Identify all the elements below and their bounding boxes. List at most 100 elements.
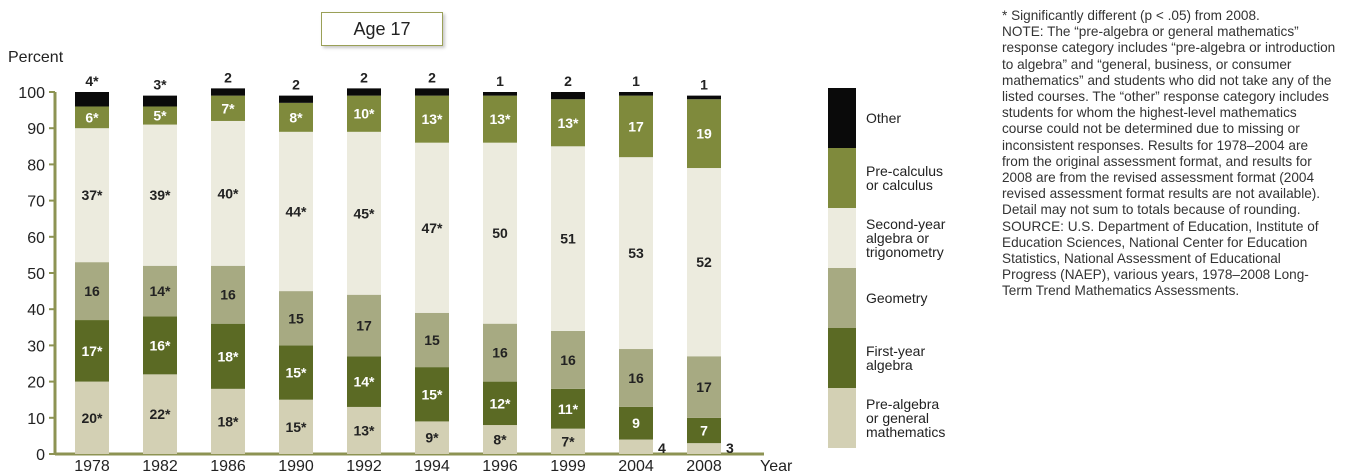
bar-segment	[415, 367, 449, 422]
bar-segment	[687, 95, 721, 100]
bar-value-label: 51	[560, 231, 576, 247]
y-tick-label: 20	[27, 375, 45, 392]
bar-value-label: 7*	[221, 100, 235, 116]
bar-segment	[415, 312, 449, 368]
bar-value-label: 14*	[149, 283, 171, 299]
bar-value-label: 4	[658, 440, 666, 456]
x-tick-label: 2008	[686, 458, 722, 474]
bar-segment	[143, 265, 177, 317]
legend-label: Pre-algebra	[866, 396, 939, 412]
bar-segment	[75, 106, 109, 129]
bar-value-label: 6*	[85, 109, 99, 125]
bar-value-label: 17	[356, 317, 372, 333]
y-tick-label: 90	[27, 121, 45, 138]
bar-value-label: 17	[628, 118, 644, 134]
x-tick-label: 1994	[414, 458, 450, 474]
legend-swatch	[828, 208, 856, 268]
legend-item: Other	[828, 88, 901, 148]
y-tick-label: 30	[27, 338, 45, 355]
bar-value-label: 9	[632, 415, 640, 431]
bar-value-label: 13*	[557, 115, 579, 131]
bar-1994: 9* 15* 15 47* 13* 2	[415, 69, 449, 454]
bar-value-label: 7*	[561, 433, 575, 449]
bar-value-label: 17	[696, 379, 712, 395]
y-tick-label: 40	[27, 302, 45, 319]
bar-segment	[619, 406, 653, 440]
bar-segment	[483, 95, 517, 143]
x-tick-label: 1999	[550, 458, 586, 474]
bar-value-label: 15*	[421, 386, 443, 402]
bar-segment	[211, 265, 245, 324]
bar-value-label: 2	[292, 77, 300, 93]
y-tick-label: 0	[36, 447, 45, 464]
bar-segment	[619, 349, 653, 407]
bar-segment	[551, 146, 585, 331]
bar-segment	[347, 88, 381, 96]
bar-value-label: 8*	[493, 432, 507, 448]
bar-value-label: 14*	[353, 374, 375, 390]
y-tick-label: 10	[27, 411, 45, 428]
bar-1992: 13* 14* 17 45* 10* 2	[347, 69, 381, 454]
bar-segment	[279, 399, 313, 454]
legend-label: mathematics	[866, 424, 945, 440]
bar-segment	[75, 381, 109, 454]
bar-segment	[483, 381, 517, 426]
bar-value-label: 8*	[289, 109, 303, 125]
bar-segment	[279, 291, 313, 346]
bar-segment	[483, 323, 517, 382]
y-tick-label: 60	[27, 230, 45, 247]
y-tick-label: 70	[27, 194, 45, 211]
bar-segment	[143, 106, 177, 125]
bar-segment	[687, 356, 721, 418]
bar-2004: 4 9 16 53 17 1	[619, 73, 666, 456]
bar-value-label: 9*	[425, 430, 439, 446]
bar-segment	[75, 320, 109, 382]
bar-value-label: 16	[628, 370, 644, 386]
bar-segment	[551, 92, 585, 100]
bar-segment	[483, 92, 517, 96]
bar-value-label: 15*	[285, 419, 307, 435]
bar-value-label: 11*	[558, 401, 579, 417]
bar-segment	[143, 124, 177, 266]
bar-value-label: 16*	[149, 337, 171, 353]
bar-value-label: 13*	[489, 111, 511, 127]
bar-segment	[75, 128, 109, 263]
bar-segment	[551, 330, 585, 389]
bar-segment	[347, 356, 381, 407]
bar-value-label: 22*	[149, 406, 171, 422]
bar-value-label: 2	[564, 73, 572, 89]
bar-value-label: 16	[492, 345, 508, 361]
legend-label: Pre-calculus	[866, 163, 943, 179]
bar-segment	[279, 131, 313, 292]
x-tick-label: 1996	[482, 458, 518, 474]
y-axis-title: Percent	[8, 49, 64, 66]
bar-value-label: 1	[632, 73, 640, 89]
chart-bars: 20*17*1637*6*4*197822*16*14*39*5*3*19821…	[74, 69, 734, 474]
bar-segment	[551, 99, 585, 147]
bar-segment	[687, 417, 721, 444]
significance-note: * Significantly different (p < .05) from…	[1002, 8, 1260, 23]
bar-value-label: 7	[700, 422, 708, 438]
bar-1996: 8* 12* 16 50 13* 1	[483, 73, 517, 454]
y-tick-label: 80	[27, 157, 45, 174]
bar-1982: 22* 16* 14* 39* 5* 3*	[143, 77, 177, 454]
bar-value-label: 13*	[353, 422, 375, 438]
bar-value-label: 45*	[353, 205, 375, 221]
note-text: NOTE: The “pre-algebra or general mathem…	[1002, 24, 1336, 218]
bar-segment	[483, 425, 517, 454]
legend-swatch	[828, 268, 856, 328]
bar-segment	[347, 294, 381, 357]
legend-label: Geometry	[866, 290, 927, 306]
bar-segment	[347, 406, 381, 454]
bar-segment	[347, 95, 381, 132]
x-tick-label: 1990	[278, 458, 314, 474]
legend-item: Geometry	[828, 268, 927, 328]
bar-value-label: 16	[84, 283, 100, 299]
bar-value-label: 4*	[85, 73, 99, 89]
bar-segment	[211, 323, 245, 389]
bar-value-label: 2	[428, 69, 436, 85]
bar-value-label: 1	[700, 77, 708, 93]
bar-segment	[211, 95, 245, 121]
